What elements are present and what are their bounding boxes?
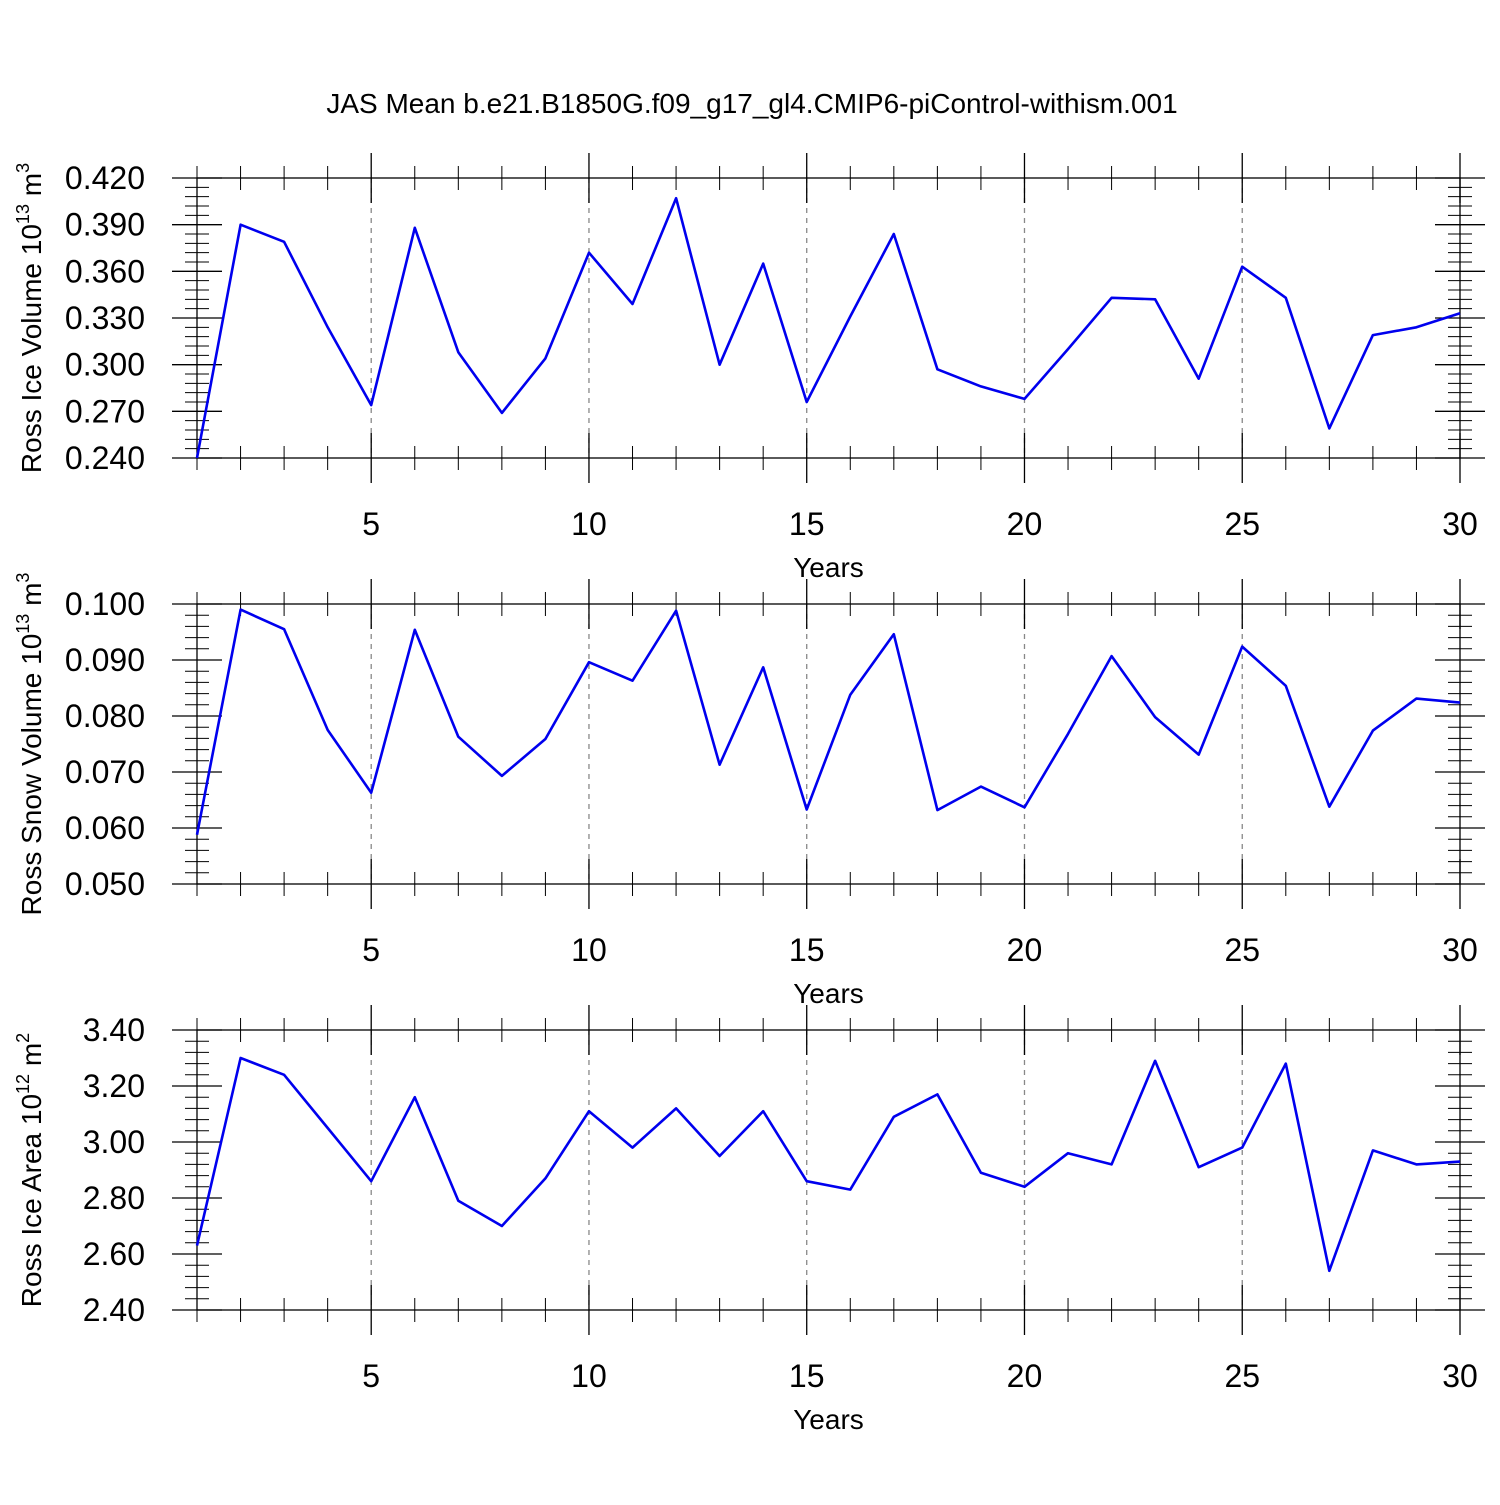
y-axis-label-part-0: Ross Ice Volume 10: [16, 224, 47, 473]
y-tick-label-6: 0.420: [65, 160, 145, 196]
y-tick-label-4: 0.360: [65, 253, 145, 289]
x-tick-label-5: 5: [362, 1358, 380, 1394]
x-tick-label-30: 30: [1442, 506, 1478, 542]
figure-title: JAS Mean b.e21.B1850G.f09_g17_gl4.CMIP6-…: [326, 88, 1177, 119]
y-tick-label-3: 3.00: [83, 1124, 145, 1160]
y-tick-label-2: 0.070: [65, 754, 145, 790]
y-tick-label-5: 0.100: [65, 586, 145, 622]
y-tick-label-5: 3.40: [83, 1012, 145, 1048]
panel-2: 5 10 15 20 25 30 0.050 0.060 0.070 0.080 0.090 0.10…: [13, 573, 1485, 1009]
plot-frame: [196, 177, 1461, 459]
y-tick-label-4: 3.20: [83, 1068, 145, 1104]
y-axis-label: Ross Ice Area 1012 m2: [13, 1033, 47, 1307]
y-tick-label-0: 0.050: [65, 866, 145, 902]
x-tick-label-30: 30: [1442, 1358, 1478, 1394]
y-axis-label-part-0: Ross Ice Area 10: [16, 1094, 47, 1307]
y-axis-label-part-3: 3: [13, 163, 33, 173]
y-tick-label-4: 0.090: [65, 642, 145, 678]
y-axis-label-part-1: 13: [13, 614, 33, 634]
x-tick-label-15: 15: [789, 932, 825, 968]
y-axis-label-part-1: 12: [13, 1074, 33, 1094]
x-tick-label-10: 10: [571, 1358, 607, 1394]
x-tick-label-5: 5: [362, 506, 380, 542]
y-tick-label-3: 0.330: [65, 300, 145, 336]
x-tick-label-30: 30: [1442, 932, 1478, 968]
y-tick-label-2: 2.80: [83, 1180, 145, 1216]
plot-frame: [196, 1029, 1461, 1311]
x-tick-label-15: 15: [789, 1358, 825, 1394]
series-line: [195, 1056, 1461, 1273]
x-tick-label-10: 10: [571, 932, 607, 968]
y-tick-label-1: 0.270: [65, 393, 145, 429]
x-tick-label-20: 20: [1007, 932, 1043, 968]
x-tick-label-20: 20: [1007, 1358, 1043, 1394]
y-tick-label-0: 2.40: [83, 1292, 145, 1328]
y-axis-label-part-2: m: [16, 173, 47, 204]
series-line: [195, 196, 1461, 459]
y-tick-label-1: 0.060: [65, 810, 145, 846]
series-line: [195, 608, 1461, 835]
x-axis-label: Years: [793, 552, 864, 583]
y-axis-label-part-3: 2: [13, 1033, 33, 1043]
y-axis-label-part-2: m: [16, 1043, 47, 1074]
x-tick-label-10: 10: [571, 506, 607, 542]
y-axis-label: Ross Snow Volume 1013 m3: [13, 573, 47, 916]
x-tick-label-15: 15: [789, 506, 825, 542]
plot-frame: [196, 603, 1461, 885]
x-tick-label-25: 25: [1224, 932, 1260, 968]
y-tick-label-2: 0.300: [65, 347, 145, 383]
panel-3: 5 10 15 20 25 30 2.40 2.60 2.80 3.00 3.20 3.40 Ross …: [13, 1005, 1485, 1435]
x-tick-label-5: 5: [362, 932, 380, 968]
y-axis-label: Ross Ice Volume 1013 m3: [13, 163, 47, 473]
y-tick-label-5: 0.390: [65, 207, 145, 243]
x-tick-label-20: 20: [1007, 506, 1043, 542]
x-axis-label: Years: [793, 978, 864, 1009]
x-axis-label: Years: [793, 1404, 864, 1435]
panel-1: 5 10 15 20 25 30 0.240 0.270 0.300 0.330 0.360 0.39…: [13, 153, 1485, 583]
y-tick-label-3: 0.080: [65, 698, 145, 734]
y-axis-label-part-3: 3: [13, 573, 33, 583]
y-tick-label-0: 0.240: [65, 440, 145, 476]
y-axis-label-part-2: m: [16, 583, 47, 614]
x-tick-label-25: 25: [1224, 1358, 1260, 1394]
x-tick-label-25: 25: [1224, 506, 1260, 542]
y-tick-label-1: 2.60: [83, 1236, 145, 1272]
y-axis-label-part-0: Ross Snow Volume 10: [16, 634, 47, 916]
y-axis-label-part-1: 13: [13, 204, 33, 224]
